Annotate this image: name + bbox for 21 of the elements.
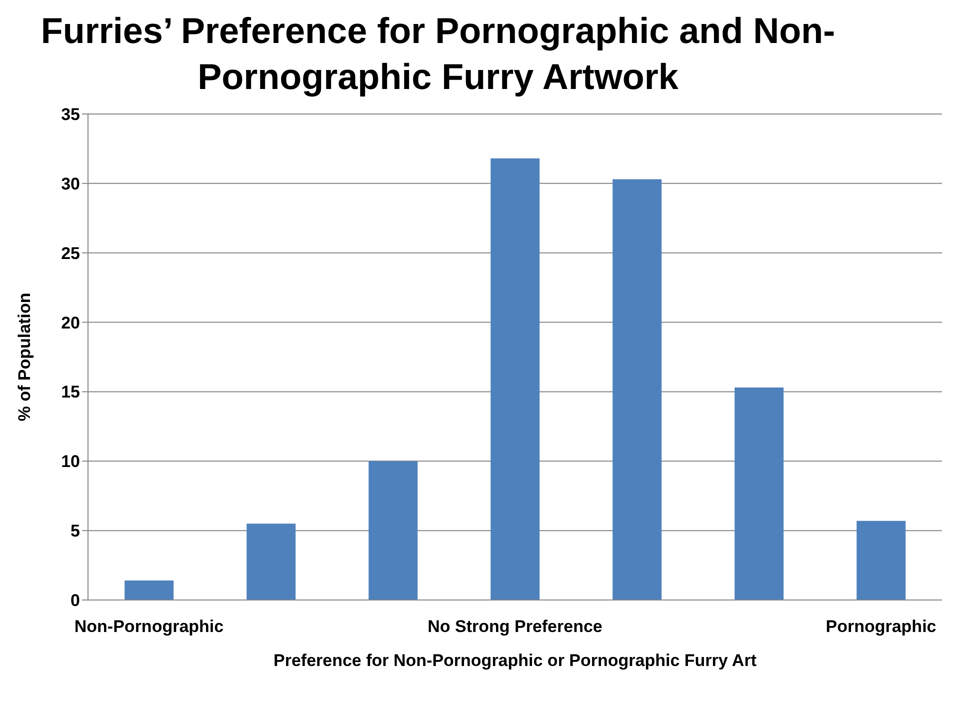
y-tick-label: 20 <box>61 313 80 332</box>
y-axis-title: % of Population <box>15 292 34 422</box>
bar <box>124 580 174 600</box>
x-tick-label: No Strong Preference <box>428 617 602 636</box>
y-tick-label: 35 <box>61 105 80 124</box>
y-tick-label: 0 <box>70 591 80 610</box>
x-tick-label: Non-Pornographic <box>74 617 224 636</box>
bar <box>368 461 418 600</box>
chart-title: Furries’ Preference for Pornographic and Non-Pornographic Furry Artwork <box>40 9 836 99</box>
x-axis-title: Preference for Non-Pornographic or Pornographic Furry Art <box>274 651 757 670</box>
bar <box>246 524 296 600</box>
x-tick-label: Pornographic <box>826 617 936 636</box>
y-tick-label: 25 <box>61 244 80 263</box>
y-tick-label: 30 <box>61 174 80 194</box>
y-tick-label: 10 <box>61 452 80 472</box>
y-tick-label: 15 <box>61 382 80 402</box>
bar <box>490 158 540 600</box>
y-tick-label: 5 <box>70 522 80 541</box>
bar <box>734 388 784 600</box>
bar <box>612 179 662 600</box>
bar <box>856 520 906 600</box>
